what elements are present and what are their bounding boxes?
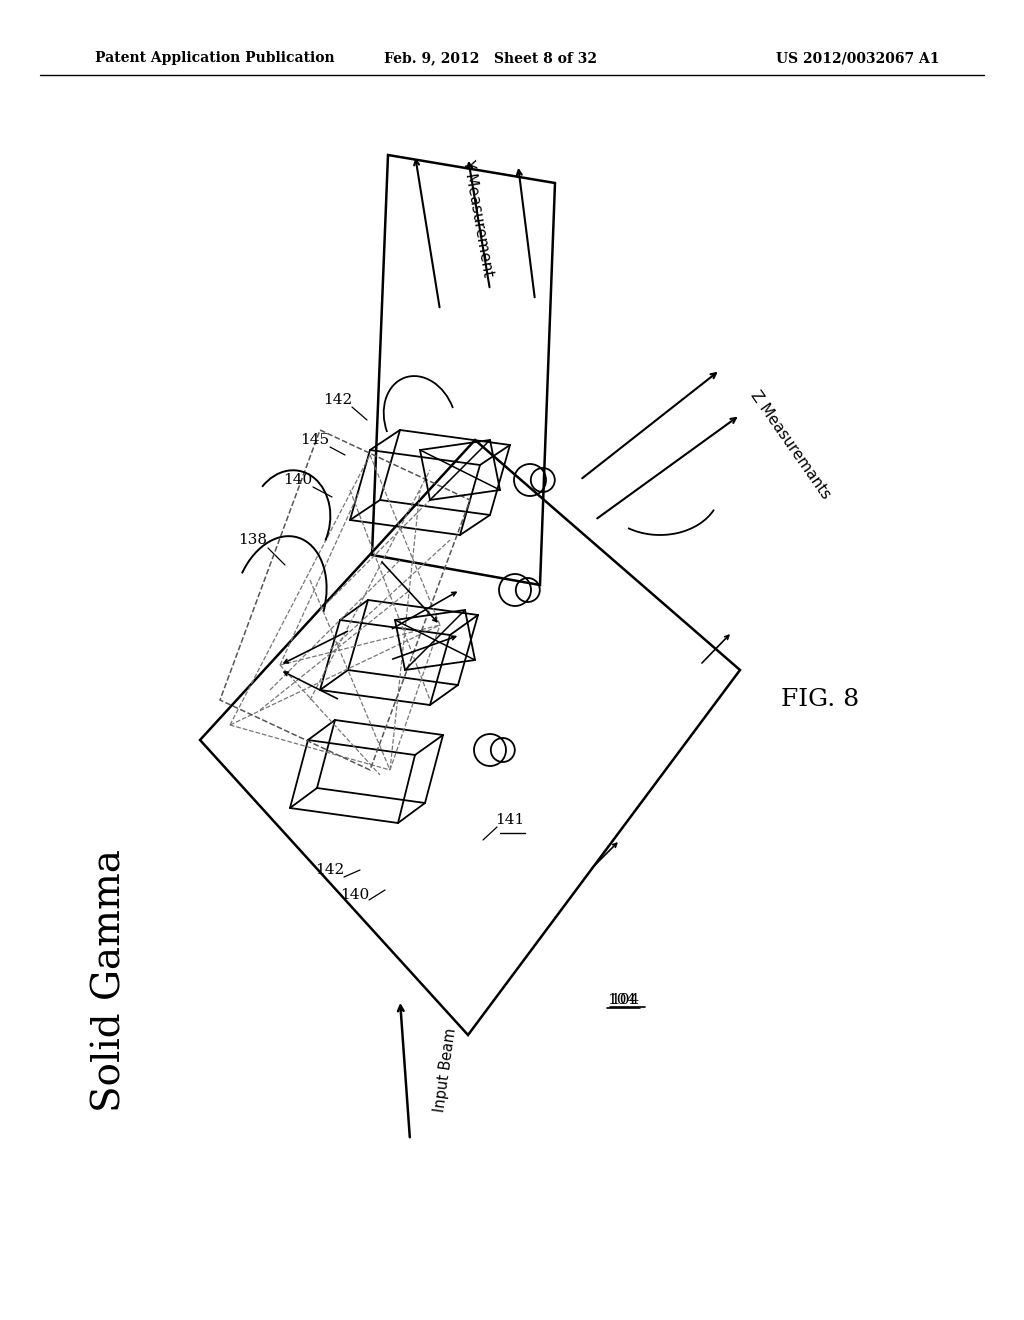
Text: 138: 138 (239, 533, 267, 546)
Text: Feb. 9, 2012   Sheet 8 of 32: Feb. 9, 2012 Sheet 8 of 32 (384, 51, 597, 65)
Text: FIG. 8: FIG. 8 (781, 689, 859, 711)
Text: 104: 104 (610, 993, 640, 1007)
Text: 104: 104 (607, 993, 637, 1007)
Text: Solid Gamma: Solid Gamma (91, 849, 128, 1111)
Text: 142: 142 (324, 393, 352, 407)
Text: Z Measuremants: Z Measuremants (748, 388, 833, 502)
Text: US 2012/0032067 A1: US 2012/0032067 A1 (776, 51, 940, 65)
Text: Patent Application Publication: Patent Application Publication (95, 51, 335, 65)
Text: Y Measurement: Y Measurement (460, 158, 496, 279)
Text: 140: 140 (284, 473, 312, 487)
Text: 145: 145 (300, 433, 330, 447)
Text: 141: 141 (496, 813, 524, 828)
Text: 142: 142 (315, 863, 345, 876)
Text: 140: 140 (340, 888, 370, 902)
Text: Input Beam: Input Beam (432, 1027, 459, 1113)
